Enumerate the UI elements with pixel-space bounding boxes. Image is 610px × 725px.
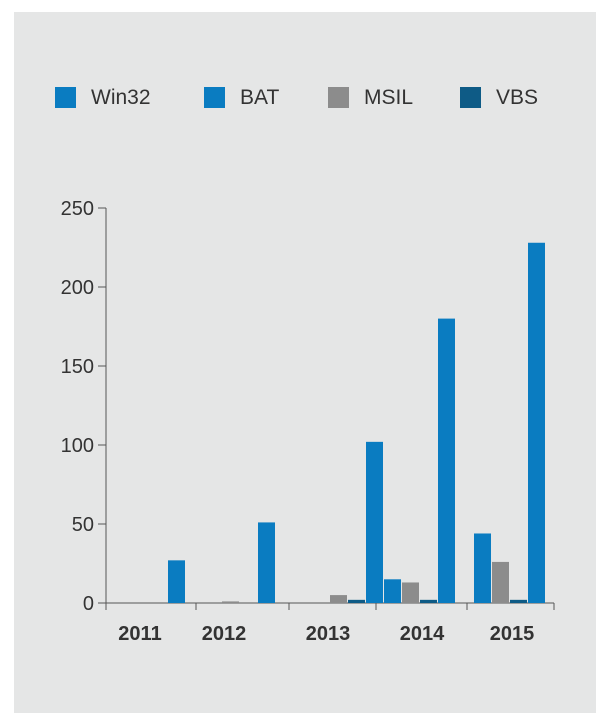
- bar-win32-2015: [474, 533, 491, 603]
- x-axis: 2011 2012 2013 2014 2015: [105, 602, 555, 645]
- x-tick-label: 2013: [306, 623, 351, 645]
- legend-label-win32: Win32: [91, 86, 151, 109]
- bar-msil-2014: [402, 582, 419, 603]
- y-tick-label: 250: [61, 198, 94, 220]
- y-tick-label: 0: [83, 593, 94, 615]
- bar-msil-2015: [492, 561, 509, 603]
- x-tick-label: 2012: [202, 623, 247, 645]
- bar-bat-2014: [438, 318, 455, 603]
- legend-swatch-msil: [328, 87, 349, 108]
- bar-vbs-2013: [348, 599, 365, 603]
- x-tick-label: 2015: [490, 623, 535, 645]
- legend-label-msil: MSIL: [364, 86, 414, 109]
- bar-bat-2012: [258, 522, 275, 603]
- y-tick-label: 50: [72, 514, 94, 536]
- x-tick-label: 2011: [118, 623, 161, 645]
- bar-vbs-2015: [510, 599, 527, 603]
- legend-label-vbs: VBS: [496, 86, 539, 109]
- y-axis: 0 50 100 150 200 250: [61, 198, 107, 615]
- x-tick-label: 2014: [400, 623, 445, 645]
- bars: [168, 242, 545, 603]
- legend-swatch-bat: [204, 87, 225, 108]
- bar-msil-2013: [330, 595, 347, 603]
- legend-swatch-win32: [55, 87, 76, 108]
- legend-label-bat: BAT: [240, 86, 280, 109]
- bar-vbs-2014: [420, 599, 437, 603]
- y-tick-label: 200: [61, 277, 94, 299]
- bar-bat-2015: [528, 242, 545, 603]
- bar-bat-2011: [168, 560, 185, 603]
- y-tick-label: 150: [61, 356, 94, 378]
- bar-bat-2013: [366, 441, 383, 603]
- y-tick-label: 100: [61, 435, 94, 457]
- bar-win32-2014: [384, 579, 401, 603]
- bar-msil-2012: [222, 601, 239, 603]
- legend-swatch-vbs: [460, 87, 481, 108]
